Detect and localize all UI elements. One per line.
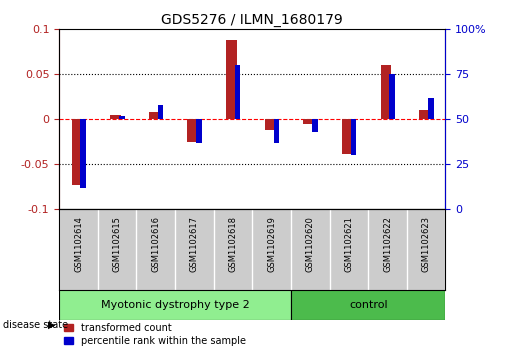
Bar [59, 290, 291, 320]
Bar [291, 290, 445, 320]
Bar [187, 119, 198, 142]
Text: GSM1102616: GSM1102616 [151, 216, 160, 272]
Bar [381, 65, 391, 119]
Legend: transformed count, percentile rank within the sample: transformed count, percentile rank withi… [64, 323, 246, 346]
Bar [428, 98, 434, 119]
Bar [149, 112, 160, 119]
Bar [419, 110, 430, 119]
Text: GSM1102622: GSM1102622 [383, 216, 392, 272]
Bar [389, 74, 395, 119]
Text: GSM1102617: GSM1102617 [190, 216, 199, 272]
Bar [303, 119, 314, 124]
Text: GSM1102614: GSM1102614 [74, 216, 83, 272]
Bar [273, 119, 279, 143]
Bar [158, 105, 163, 119]
Text: GSM1102621: GSM1102621 [345, 216, 353, 272]
Bar [119, 116, 125, 119]
Bar [226, 40, 237, 119]
Text: GSM1102618: GSM1102618 [229, 216, 237, 272]
Bar [72, 119, 82, 185]
Text: control: control [349, 299, 388, 310]
Text: GSM1102623: GSM1102623 [422, 216, 431, 272]
Text: GSM1102619: GSM1102619 [267, 216, 276, 272]
Bar [80, 119, 86, 188]
Bar [235, 65, 241, 119]
Text: GSM1102620: GSM1102620 [306, 216, 315, 272]
Text: Myotonic dystrophy type 2: Myotonic dystrophy type 2 [101, 299, 249, 310]
Bar [312, 119, 318, 132]
Bar [265, 119, 276, 130]
Title: GDS5276 / ILMN_1680179: GDS5276 / ILMN_1680179 [162, 13, 343, 26]
Text: ▶: ▶ [48, 320, 56, 330]
Bar [110, 115, 121, 119]
Text: GSM1102615: GSM1102615 [113, 216, 122, 272]
Bar [351, 119, 356, 155]
Bar [342, 119, 353, 154]
Bar [196, 119, 202, 143]
Text: disease state: disease state [3, 320, 67, 330]
